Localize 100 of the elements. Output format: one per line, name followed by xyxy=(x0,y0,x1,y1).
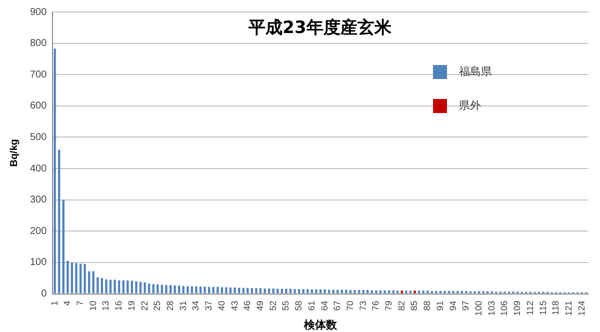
x-tick-label: 25 xyxy=(152,300,162,311)
bar xyxy=(272,288,274,294)
bar xyxy=(444,290,446,294)
bar xyxy=(396,290,399,294)
y-tick-label: 300 xyxy=(30,194,48,206)
x-tick-label: 31 xyxy=(178,300,188,311)
y-tick-label: 800 xyxy=(30,38,48,50)
x-tick-label: 13 xyxy=(100,300,111,311)
x-tick-label: 73 xyxy=(358,300,368,311)
bar xyxy=(169,285,172,294)
bar xyxy=(118,280,120,294)
legend-label: 県外 xyxy=(459,98,481,113)
bar xyxy=(336,290,339,294)
y-tick-label: 0 xyxy=(41,288,48,300)
bar xyxy=(212,286,214,294)
bar xyxy=(156,284,159,294)
bar xyxy=(234,288,236,294)
x-tick-label: 64 xyxy=(319,300,330,311)
x-tick-label: 118 xyxy=(550,300,561,316)
x-tick-label: 16 xyxy=(114,300,124,311)
chart-title: 平成23年度産玄米 xyxy=(248,17,392,39)
bar xyxy=(152,284,154,294)
bar xyxy=(100,278,104,294)
bar xyxy=(122,280,124,294)
x-tick-label: 67 xyxy=(332,300,342,311)
bar xyxy=(340,290,343,294)
bar xyxy=(448,290,450,294)
bar xyxy=(84,264,86,294)
x-tick-label: 4 xyxy=(62,300,72,306)
x-tick-label: 112 xyxy=(524,300,535,316)
bar xyxy=(306,289,309,294)
bar xyxy=(250,288,254,294)
x-tick-label: 115 xyxy=(538,300,548,316)
x-tick-label: 58 xyxy=(294,300,304,311)
x-axis-title: 検体数 xyxy=(302,318,338,332)
bar xyxy=(96,277,99,294)
bar xyxy=(426,290,429,294)
bar xyxy=(349,290,352,294)
x-tick-label: 22 xyxy=(139,300,150,311)
bar xyxy=(66,260,69,294)
x-tick-label: 76 xyxy=(370,300,381,311)
x-tick-label: 103 xyxy=(486,300,496,316)
legend-label: 福島県 xyxy=(459,64,492,79)
bar xyxy=(109,280,112,294)
bar xyxy=(298,289,300,294)
bar xyxy=(439,290,442,294)
bar xyxy=(144,282,146,294)
bar xyxy=(319,289,322,294)
bar xyxy=(460,290,463,294)
x-tick-label: 70 xyxy=(344,300,355,311)
bar xyxy=(332,290,334,294)
bar xyxy=(418,290,420,294)
bar xyxy=(345,290,348,294)
x-tick-label: 121 xyxy=(564,300,574,316)
x-tick-label: 79 xyxy=(384,300,394,311)
bar xyxy=(148,283,150,294)
x-tick-label: 100 xyxy=(474,300,484,316)
bar xyxy=(208,286,210,294)
bar xyxy=(54,48,56,294)
bar xyxy=(139,282,142,294)
x-tick-label: 40 xyxy=(216,300,226,311)
bar xyxy=(465,290,468,294)
x-tick-label: 106 xyxy=(499,300,510,316)
bar xyxy=(174,285,176,294)
bar xyxy=(388,290,390,294)
bar xyxy=(294,289,296,294)
bar xyxy=(430,290,433,294)
bar xyxy=(178,286,180,294)
bar xyxy=(375,290,378,294)
bar xyxy=(452,290,454,294)
bar xyxy=(405,290,408,294)
bar xyxy=(160,284,164,294)
bar xyxy=(130,280,134,294)
x-tick-label: 1 xyxy=(49,300,60,306)
bar xyxy=(135,281,138,294)
x-tick-label: 7 xyxy=(75,300,86,306)
bar xyxy=(259,288,262,294)
bar xyxy=(422,290,424,294)
bar xyxy=(328,290,330,294)
bar xyxy=(324,289,326,294)
x-tick-label: 19 xyxy=(126,300,136,311)
bar xyxy=(62,200,64,294)
bar xyxy=(280,288,283,294)
bar xyxy=(379,290,382,294)
bar xyxy=(165,285,168,294)
bar xyxy=(255,288,258,294)
bar xyxy=(229,288,232,294)
bar xyxy=(88,271,90,294)
bar xyxy=(310,289,313,294)
y-tick-label: 600 xyxy=(30,100,48,112)
bar xyxy=(195,286,198,294)
bar xyxy=(70,262,74,294)
bar xyxy=(199,286,202,294)
bar xyxy=(190,286,194,294)
bar xyxy=(362,290,364,294)
x-tick-label: 28 xyxy=(165,300,176,311)
bar xyxy=(186,286,189,294)
bar xyxy=(289,288,292,294)
bar xyxy=(384,290,386,294)
bar xyxy=(242,288,244,294)
